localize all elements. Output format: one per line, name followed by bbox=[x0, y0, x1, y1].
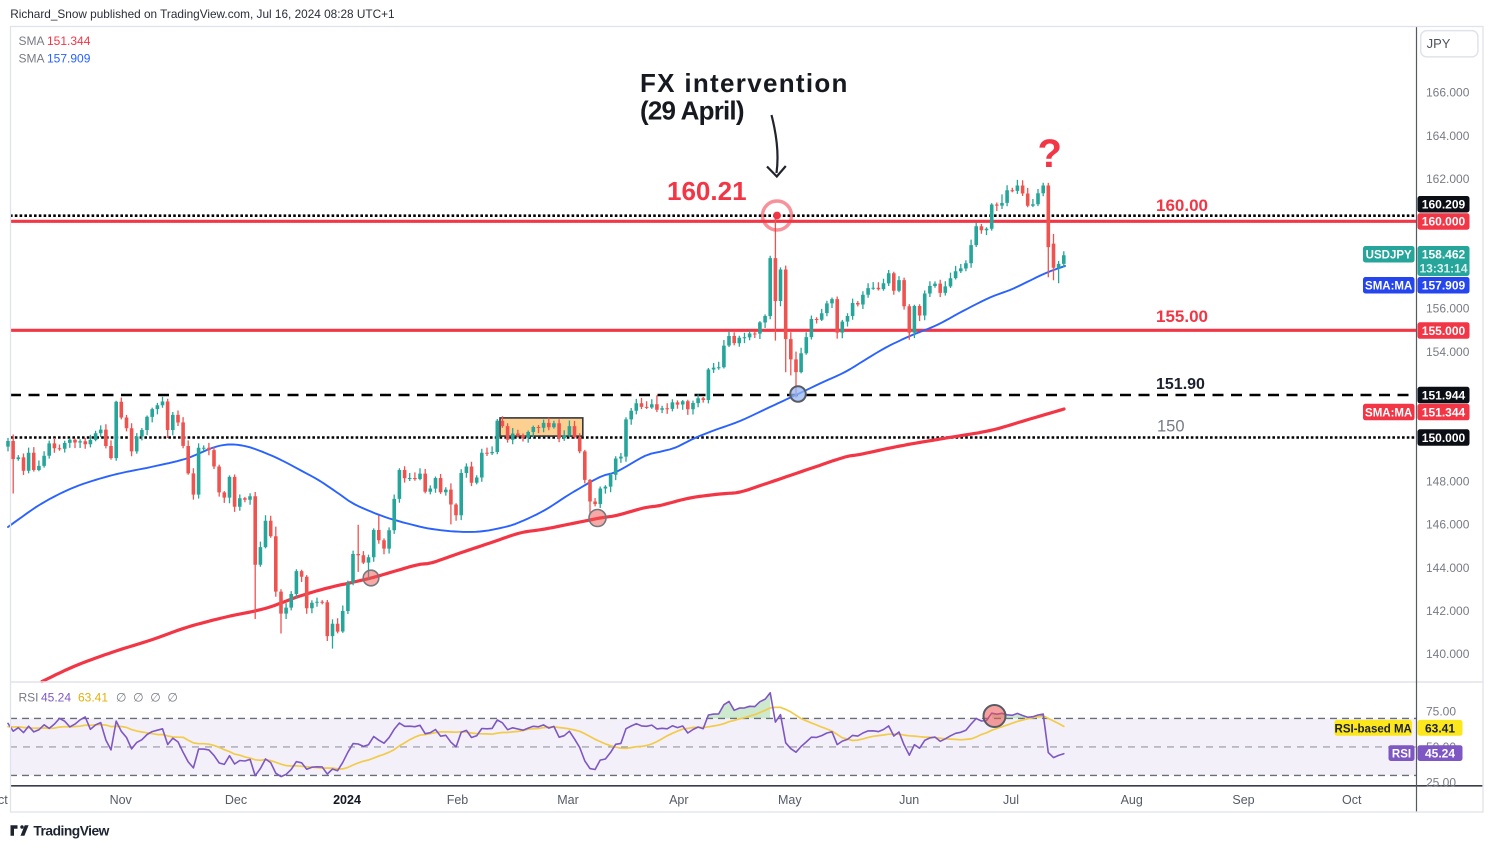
svg-text:157.909: 157.909 bbox=[47, 51, 91, 65]
svg-text:Jul: Jul bbox=[1003, 793, 1019, 807]
svg-text:150.000: 150.000 bbox=[1422, 431, 1466, 445]
svg-text:FX intervention: FX intervention bbox=[640, 68, 849, 98]
svg-text:45.24: 45.24 bbox=[41, 691, 71, 705]
svg-text:USDJPY: USDJPY bbox=[1366, 249, 1412, 261]
svg-text:151.90: 151.90 bbox=[1156, 376, 1205, 393]
svg-text:45.24: 45.24 bbox=[1425, 747, 1455, 761]
svg-text:Apr: Apr bbox=[669, 793, 688, 807]
svg-text:154.000: 154.000 bbox=[1426, 345, 1470, 359]
svg-text:Feb: Feb bbox=[447, 793, 469, 807]
svg-text:Sep: Sep bbox=[1232, 793, 1254, 807]
svg-text:Oct: Oct bbox=[1342, 793, 1362, 807]
svg-text:SMA:MA: SMA:MA bbox=[1365, 407, 1412, 419]
svg-text:(29 April): (29 April) bbox=[640, 96, 744, 126]
svg-text:146.000: 146.000 bbox=[1426, 518, 1470, 532]
svg-text:150: 150 bbox=[1157, 418, 1185, 436]
svg-text:155.000: 155.000 bbox=[1422, 324, 1466, 338]
svg-text:162.000: 162.000 bbox=[1426, 172, 1470, 186]
svg-text:RSI-based MA: RSI-based MA bbox=[1335, 723, 1412, 735]
svg-text:Richard_Snow published on Trad: Richard_Snow published on TradingView.co… bbox=[10, 7, 394, 21]
svg-text:140.000: 140.000 bbox=[1426, 647, 1470, 661]
svg-text:SMA: SMA bbox=[19, 51, 45, 65]
svg-text:160.000: 160.000 bbox=[1422, 215, 1466, 229]
svg-text:SMA: SMA bbox=[19, 34, 45, 48]
svg-text:∅ ∅ ∅ ∅: ∅ ∅ ∅ ∅ bbox=[116, 691, 178, 705]
svg-text:Jun: Jun bbox=[899, 793, 919, 807]
svg-text:JPY: JPY bbox=[1427, 36, 1451, 51]
svg-text:148.000: 148.000 bbox=[1426, 474, 1470, 488]
svg-text:RSI: RSI bbox=[1392, 749, 1411, 761]
svg-text:2024: 2024 bbox=[333, 793, 361, 807]
svg-text:RSI: RSI bbox=[19, 691, 39, 705]
svg-text:151.944: 151.944 bbox=[1422, 388, 1466, 402]
svg-text:Dec: Dec bbox=[225, 793, 247, 807]
svg-text:Nov: Nov bbox=[110, 793, 133, 807]
svg-text:63.41: 63.41 bbox=[78, 691, 108, 705]
svg-text:63.41: 63.41 bbox=[1425, 721, 1455, 735]
svg-text:May: May bbox=[778, 793, 802, 807]
svg-text:155.00: 155.00 bbox=[1156, 307, 1208, 326]
svg-text:157.909: 157.909 bbox=[1422, 279, 1466, 293]
svg-text:166.000: 166.000 bbox=[1426, 86, 1470, 100]
svg-text:SMA:MA: SMA:MA bbox=[1365, 281, 1412, 293]
svg-text:151.344: 151.344 bbox=[1422, 405, 1466, 419]
svg-text:75.00: 75.00 bbox=[1426, 704, 1456, 718]
svg-text:TradingView: TradingView bbox=[33, 823, 109, 838]
svg-text:Oct: Oct bbox=[0, 793, 8, 807]
svg-text:25.00: 25.00 bbox=[1426, 776, 1456, 790]
svg-text:160.21: 160.21 bbox=[667, 176, 747, 206]
svg-text:158.462: 158.462 bbox=[1422, 247, 1466, 261]
svg-text:151.344: 151.344 bbox=[47, 34, 91, 48]
svg-text:142.000: 142.000 bbox=[1426, 604, 1470, 618]
svg-text:160.00: 160.00 bbox=[1156, 196, 1208, 215]
svg-text:13:31:14: 13:31:14 bbox=[1419, 261, 1467, 275]
svg-text:Mar: Mar bbox=[557, 793, 579, 807]
svg-text:164.000: 164.000 bbox=[1426, 129, 1470, 143]
svg-text:144.000: 144.000 bbox=[1426, 561, 1470, 575]
svg-text:?: ? bbox=[1037, 132, 1061, 176]
svg-text:156.000: 156.000 bbox=[1426, 302, 1470, 316]
svg-text:Aug: Aug bbox=[1121, 793, 1143, 807]
svg-text:160.209: 160.209 bbox=[1422, 198, 1466, 212]
